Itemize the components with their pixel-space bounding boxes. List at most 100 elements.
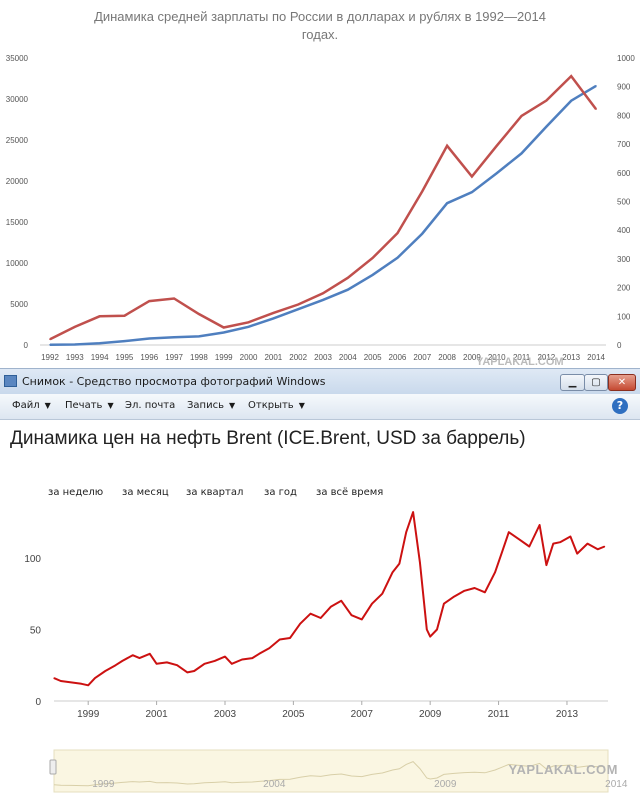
- minimize-button[interactable]: ▁: [560, 374, 585, 391]
- dollars-data-point: [173, 297, 175, 300]
- brent-data-point: [443, 603, 445, 605]
- oil-y-tick-label: 0: [35, 697, 41, 708]
- watermark: YAPLAKAL.COM: [508, 762, 618, 777]
- right-axis-tick-label: 0: [617, 341, 622, 350]
- rubles-data-point: [371, 274, 374, 276]
- rubles-data-point: [520, 152, 523, 155]
- oil-y-tick-label: 100: [24, 554, 41, 565]
- dollars-data-point: [595, 108, 597, 110]
- right-axis-tick-label: 1000: [617, 54, 635, 63]
- menu-open-label: Открыть: [248, 400, 294, 411]
- period-quarter-link[interactable]: за квартал: [186, 487, 244, 498]
- oil-chart-heading: Динамика цен на нефть Brent (ICE.Brent, …: [10, 428, 526, 449]
- brent-data-point: [552, 543, 554, 545]
- x-axis-tick-label: 2006: [389, 353, 407, 362]
- brent-data-point: [463, 590, 465, 592]
- x-axis-tick-label: 2014: [587, 353, 605, 362]
- menu-file[interactable]: Файл ▼: [12, 400, 51, 411]
- brent-data-point: [320, 617, 322, 619]
- dollars-data-point: [148, 300, 151, 302]
- chevron-down-icon: ▼: [44, 401, 51, 410]
- right-axis-tick-label: 700: [617, 140, 631, 149]
- close-button[interactable]: ✕: [608, 374, 636, 391]
- brent-data-point: [603, 545, 606, 548]
- dollars-data-point: [347, 277, 349, 279]
- rubles-data-point: [347, 288, 349, 291]
- left-axis-tick-label: 25000: [6, 136, 29, 145]
- brent-data-point: [132, 654, 134, 656]
- menu-email[interactable]: Эл. почта: [125, 400, 175, 411]
- menu-burn[interactable]: Запись ▼: [187, 400, 235, 411]
- dollars-data-point: [421, 190, 424, 192]
- period-year-link[interactable]: за год: [264, 487, 297, 498]
- x-axis-tick-label: 2012: [537, 353, 555, 362]
- menu-print[interactable]: Печать ▼: [65, 400, 114, 411]
- dollars-data-point: [198, 313, 200, 315]
- brent-data-point: [186, 671, 188, 673]
- rubles-data-point: [545, 125, 548, 128]
- rubles-data-point: [222, 331, 225, 334]
- dollars-data-point: [247, 321, 250, 324]
- right-axis-tick-label: 600: [617, 169, 631, 178]
- oil-x-tick-label: 2011: [488, 709, 510, 720]
- navigator-mini-line: [53, 761, 605, 787]
- dollars-data-point: [123, 314, 126, 317]
- x-axis-tick-label: 1996: [140, 353, 158, 362]
- right-axis-tick-label: 900: [617, 83, 631, 92]
- brent-data-point: [569, 535, 571, 538]
- dollars-data-point: [396, 232, 399, 234]
- brent-data-point: [224, 656, 226, 658]
- brent-data-point: [518, 538, 520, 540]
- salary-chart: Динамика средней зарплаты по России в до…: [0, 0, 640, 368]
- period-month-link[interactable]: за месяц: [122, 487, 169, 498]
- period-all-time-link[interactable]: за всё время: [316, 487, 384, 498]
- watermark-top: YAPLAKAL.COM: [476, 356, 564, 368]
- brent-data-point: [94, 677, 96, 679]
- oil-x-tick-label: 2009: [419, 709, 442, 720]
- brent-data-point: [474, 587, 476, 589]
- dollars-data-point: [322, 292, 324, 295]
- brent-data-point: [268, 647, 271, 649]
- left-axis-tick-label: 5000: [10, 300, 28, 309]
- brent-data-point: [429, 636, 431, 638]
- maximize-button[interactable]: ▢: [584, 374, 608, 391]
- rubles-data-point: [446, 202, 448, 205]
- brent-data-point: [114, 664, 117, 666]
- photo-viewer-icon: [4, 375, 17, 387]
- menu-open[interactable]: Открыть ▼: [248, 400, 305, 411]
- brent-data-point: [586, 543, 589, 545]
- oil-x-tick-label: 2003: [214, 709, 237, 720]
- navigator-handle-left[interactable]: [49, 759, 57, 775]
- brent-data-point: [289, 637, 291, 639]
- brent-data-point: [576, 553, 578, 555]
- x-axis-tick-label: 2005: [364, 353, 382, 362]
- rubles-data-point: [570, 99, 572, 102]
- window-title: Снимок - Средство просмотра фотографий W…: [22, 375, 326, 388]
- brent-data-point: [203, 663, 206, 665]
- navigator-year-label: 2004: [263, 779, 286, 790]
- period-week-link[interactable]: за неделю: [48, 487, 104, 498]
- brent-data-point: [545, 564, 548, 566]
- brent-data-point: [453, 595, 455, 598]
- x-axis-tick-label: 1998: [190, 353, 208, 362]
- dollars-data-point: [495, 145, 498, 147]
- brent-data-point: [426, 628, 428, 631]
- x-axis-tick-label: 1995: [116, 353, 134, 362]
- rubles-data-point: [247, 325, 250, 328]
- brent-data-point: [166, 661, 168, 663]
- brent-data-point: [70, 681, 72, 683]
- salary-chart-title-line2: годах.: [302, 27, 338, 42]
- rubles-data-point: [471, 191, 473, 193]
- window-titlebar[interactable]: Снимок - Средство просмотра фотографий W…: [0, 368, 640, 394]
- navigator-panel[interactable]: [53, 749, 609, 793]
- chevron-down-icon: ▼: [298, 401, 305, 410]
- help-icon[interactable]: ?: [612, 398, 628, 414]
- brent-data-point: [484, 591, 486, 593]
- brent-data-point: [258, 653, 260, 655]
- right-axis-tick-label: 200: [617, 284, 631, 293]
- brent-data-point: [559, 541, 561, 543]
- rubles-data-point: [74, 343, 76, 346]
- brent-data-point: [214, 660, 216, 662]
- x-axis-tick-label: 2004: [339, 353, 357, 362]
